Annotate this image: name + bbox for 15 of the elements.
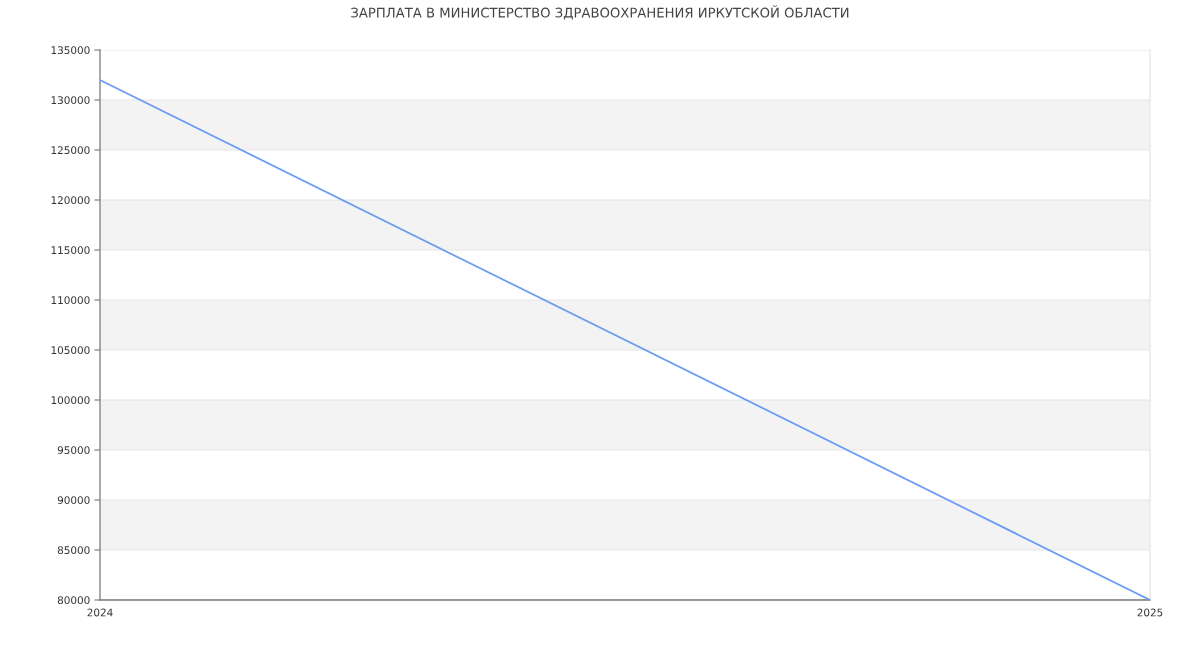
- y-tick-label: 130000: [51, 96, 90, 105]
- y-tick-label: 90000: [57, 496, 90, 505]
- y-tick-label: 110000: [51, 296, 90, 305]
- y-tick-label: 120000: [51, 196, 90, 205]
- x-tick-label: 2024: [87, 608, 113, 617]
- y-tick-label: 100000: [51, 396, 90, 405]
- chart-title: ЗАРПЛАТА В МИНИСТЕРСТВО ЗДРАВООХРАНЕНИЯ ИРКУТСКОЙ ОБЛАСТИ: [351, 5, 849, 20]
- x-tick-label: 2025: [1137, 608, 1163, 617]
- y-tick-label: 115000: [51, 246, 90, 255]
- y-tick-label: 135000: [51, 46, 90, 55]
- y-tick-label: 125000: [51, 146, 90, 155]
- y-tick-label: 105000: [51, 346, 90, 355]
- y-tick-label: 80000: [57, 596, 90, 605]
- y-tick-label: 95000: [57, 446, 90, 455]
- y-tick-label: 85000: [57, 546, 90, 555]
